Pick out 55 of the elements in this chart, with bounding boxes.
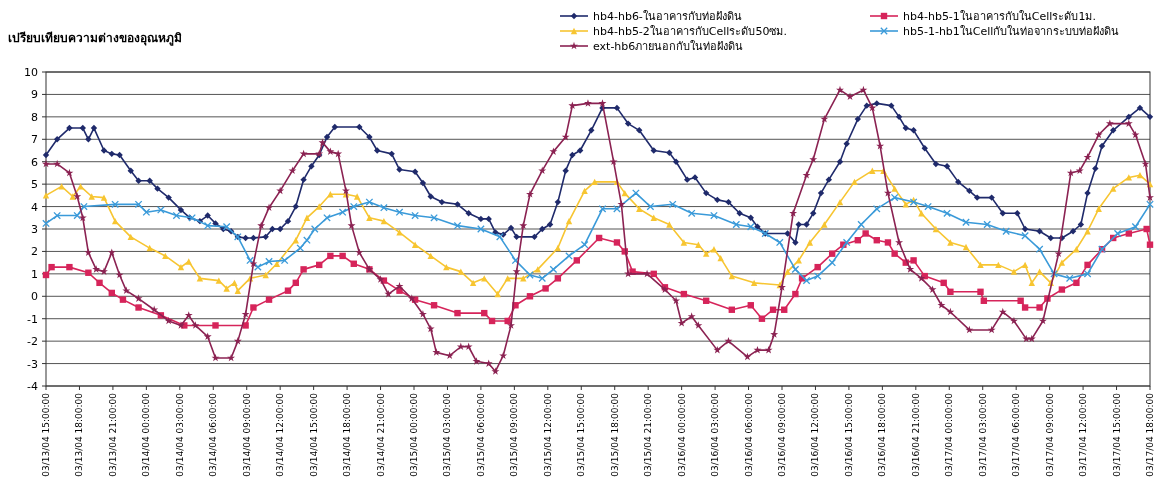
x-tick-label: 03/16/04 15:00:00 xyxy=(843,392,854,477)
x-tick-label: 03/17/04 09:00:00 xyxy=(1044,392,1055,477)
x-tick-label: 03/15/04 15:00:00 xyxy=(576,392,587,477)
y-tick-label: 5 xyxy=(31,178,38,192)
y-tick-label: 7 xyxy=(31,133,38,147)
x-tick-label: 03/17/04 03:00:00 xyxy=(977,392,988,477)
x-tick-label: 03/16/04 12:00:00 xyxy=(810,392,821,477)
x-tick-label: 03/17/04 00:00:00 xyxy=(944,392,955,477)
y-tick-label: -2 xyxy=(27,335,38,349)
y-tick-label: 3 xyxy=(31,223,38,236)
y-tick-label: -1 xyxy=(27,312,38,326)
x-tick-label: 03/16/04 00:00:00 xyxy=(676,392,687,477)
y-tick-label: 9 xyxy=(31,88,38,102)
y-tick-label: -3 xyxy=(27,357,38,371)
legend-label: hb4-hb6-ในอาคารกับท่อฝังดิน xyxy=(593,10,742,23)
x-tick-label: 03/17/04 15:00:00 xyxy=(1111,392,1122,477)
x-tick-label: 03/14/04 18:00:00 xyxy=(342,392,353,477)
x-tick-label: 03/17/04 06:00:00 xyxy=(1011,392,1022,477)
legend-label: ext-hb6ภายนอกกับในท่อฝังดิน xyxy=(593,40,744,53)
x-tick-label: 03/14/04 03:00:00 xyxy=(174,392,185,477)
legend-label: hb4-hb5-1ในอาคารกับในCellระดับ1ม. xyxy=(903,10,1096,23)
x-tick-label: 03/16/04 03:00:00 xyxy=(710,392,721,477)
y-tick-label: -4 xyxy=(27,380,38,393)
y-tick-label: 10 xyxy=(24,66,38,79)
x-tick-label: 03/13/04 15:00:00 xyxy=(41,392,51,477)
x-tick-label: 03/14/04 06:00:00 xyxy=(208,392,219,477)
y-tick-label: 1 xyxy=(31,267,38,281)
y-tick-label: 2 xyxy=(31,245,38,259)
y-tick-label: 8 xyxy=(31,110,38,124)
x-tick-label: 03/13/04 18:00:00 xyxy=(74,392,85,477)
x-tick-label: 03/15/04 09:00:00 xyxy=(509,392,520,477)
y-tick-label: 4 xyxy=(31,200,38,214)
x-tick-label: 03/15/04 00:00:00 xyxy=(409,392,419,477)
x-tick-label: 03/15/04 21:00:00 xyxy=(643,392,654,477)
x-tick-label: 03/14/04 09:00:00 xyxy=(241,392,252,477)
x-tick-label: 03/15/04 03:00:00 xyxy=(442,392,453,477)
y-tick-label: 0 xyxy=(31,290,38,304)
x-tick-label: 03/14/04 00:00:00 xyxy=(141,392,152,477)
x-tick-label: 03/16/04 09:00:00 xyxy=(777,392,787,477)
x-tick-label: 03/16/04 06:00:00 xyxy=(743,392,754,477)
x-tick-label: 03/15/04 06:00:00 xyxy=(475,392,486,477)
x-tick-label: 03/16/04 18:00:00 xyxy=(877,392,888,477)
y-tick-label: 6 xyxy=(31,155,38,169)
x-tick-label: 03/14/04 12:00:00 xyxy=(275,392,286,477)
x-tick-label: 03/13/04 21:00:00 xyxy=(107,392,118,477)
x-tick-label: 03/15/04 18:00:00 xyxy=(609,392,620,477)
legend-label: hb5-1-hb1ในCellกับในท่อจากระบบท่อฝังดิน xyxy=(903,25,1120,38)
x-tick-label: 03/16/04 21:00:00 xyxy=(910,392,921,477)
x-tick-label: 03/17/04 18:00:00 xyxy=(1145,392,1155,477)
legend-label: hb4-hb5-2ในอาคารกับCellระดับ50ซม. xyxy=(593,25,787,38)
x-tick-label: 03/15/04 12:00:00 xyxy=(542,392,553,477)
x-tick-label: 03/17/04 12:00:00 xyxy=(1078,392,1089,477)
x-tick-label: 03/14/04 15:00:00 xyxy=(308,392,319,477)
x-tick-label: 03/14/04 21:00:00 xyxy=(375,392,386,477)
chart-title: เปรียบเทียบความต่างของอุณหภูมิ xyxy=(8,31,182,46)
